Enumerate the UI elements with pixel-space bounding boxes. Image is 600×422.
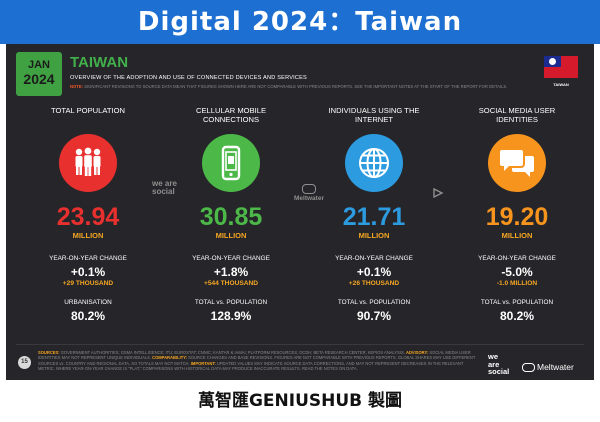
sources-text: SOURCES: GOVERNMENT AUTHORITIES; GSMA IN…	[38, 350, 478, 372]
slide: JAN 2024 TAIWAN OVERVIEW OF THE ADOPTION…	[6, 44, 594, 380]
advisory-label: ADVISORY:	[405, 350, 429, 355]
stat-label: INDIVIDUALS USING THE INTERNET	[328, 106, 420, 124]
ratio-label: TOTAL vs. POPULATION	[337, 299, 411, 306]
people-icon	[59, 134, 117, 192]
ratio-label: URBANISATION	[64, 299, 112, 306]
stat-label: SOCIAL MEDIA USER IDENTITIES	[478, 106, 556, 124]
stat-value: 19.20	[485, 203, 549, 231]
kepios-logo-icon	[432, 186, 444, 199]
yoy-absolute: -1.0 MILLION	[496, 280, 538, 287]
meltwater-logo-icon	[302, 184, 316, 194]
note-label: NOTE:	[70, 84, 84, 89]
stat-unit: MILLION	[215, 231, 247, 240]
meltwater-text: Meltwater	[537, 362, 574, 372]
stat-unit: MILLION	[358, 231, 390, 240]
watermark-meltwater: Meltwater	[289, 184, 329, 202]
stat-label: CELLULAR MOBILE CONNECTIONS	[195, 106, 267, 124]
taiwan-flag-icon	[544, 56, 578, 78]
globe-icon	[345, 134, 403, 192]
stat-value: 23.94	[56, 203, 120, 231]
comparability-body: SOURCE CHANGES AND BASE REVISIONS. FIGUR…	[38, 355, 476, 366]
badge-month: JAN	[27, 59, 50, 71]
note-text: SIGNIFICANT REVISIONS TO SOURCE DATA MEA…	[84, 84, 508, 89]
mobile-phone-icon	[202, 134, 260, 192]
yoy-absolute: +544 THOUSAND	[203, 280, 259, 287]
yoy-absolute: +29 THOUSAND	[62, 280, 114, 287]
important-label: IMPORTANT:	[190, 360, 216, 366]
yoy-value: +0.1%	[70, 265, 106, 279]
yoy-value: +1.8%	[213, 265, 249, 279]
ratio-value: 128.9%	[210, 309, 252, 323]
slide-subtitle: OVERVIEW OF THE ADOPTION AND USE OF CONN…	[70, 75, 307, 81]
watermark-meltwater-text: Meltwater	[294, 195, 324, 202]
badge-year: 2024	[23, 71, 55, 87]
yoy-absolute: +26 THOUSAND	[348, 280, 400, 287]
meltwater-logo: Meltwater	[522, 362, 574, 373]
flag-label: TAIWAN	[553, 82, 569, 87]
credit-caption: 萬智匯GENIUSHUB 製圖	[197, 391, 403, 411]
slide-note: NOTE: SIGNIFICANT REVISIONS TO SOURCE DA…	[70, 84, 507, 89]
page-number: 15	[18, 356, 31, 369]
stat-unit: MILLION	[72, 231, 104, 240]
stat-unit: MILLION	[501, 231, 533, 240]
yoy-label: YEAR-ON-YEAR CHANGE	[49, 255, 127, 262]
comparability-label: COMPARABILITY:	[152, 355, 187, 361]
chat-bubbles-icon	[488, 134, 546, 192]
brand-was-line: we	[488, 352, 499, 361]
yoy-label: YEAR-ON-YEAR CHANGE	[335, 255, 413, 262]
stat-social-media: SOCIAL MEDIA USER IDENTITIES 19.20 MILLI…	[457, 106, 577, 323]
yoy-label: YEAR-ON-YEAR CHANGE	[192, 255, 270, 262]
ratio-label: TOTAL vs. POPULATION	[480, 299, 554, 306]
watermark-we-are-social: we are social	[152, 179, 177, 196]
stat-value: 21.71	[342, 203, 406, 231]
important-body: UPDATED VALUES MAY INDICATE SOURCE DATA …	[38, 360, 464, 372]
stat-total-population: TOTAL POPULATION 23.94 MILLION YEAR-ON-Y…	[28, 106, 148, 323]
ratio-value: 90.7%	[356, 309, 392, 323]
we-are-social-logo: we are social	[488, 353, 509, 376]
advisory-body: SOCIAL MEDIA USER IDENTITIES MAY NOT REP…	[38, 350, 471, 361]
footer-divider	[16, 344, 584, 345]
banner-title: Digital 2024：Taiwan	[0, 0, 600, 44]
ratio-value: 80.2%	[499, 309, 535, 323]
slide-title: TAIWAN	[70, 54, 129, 71]
meltwater-mark-icon	[522, 363, 535, 373]
stat-mobile-connections: CELLULAR MOBILE CONNECTIONS 30.85 MILLIO…	[171, 106, 291, 323]
yoy-value: -5.0%	[501, 265, 533, 279]
brand-was-line: social	[488, 367, 510, 376]
yoy-label: YEAR-ON-YEAR CHANGE	[478, 255, 556, 262]
sources-label: SOURCES:	[38, 350, 60, 355]
ratio-label: TOTAL vs. POPULATION	[194, 299, 268, 306]
sources-body: GOVERNMENT AUTHORITIES; GSMA INTELLIGENC…	[60, 350, 405, 355]
ratio-value: 80.2%	[70, 309, 106, 323]
date-badge: JAN 2024	[16, 52, 62, 96]
stat-value: 30.85	[199, 203, 263, 231]
yoy-value: +0.1%	[356, 265, 392, 279]
brand-was-line: are	[488, 359, 500, 369]
stat-internet-users: INDIVIDUALS USING THE INTERNET 21.71 MIL…	[314, 106, 434, 323]
stat-label: TOTAL POPULATION	[51, 106, 125, 115]
